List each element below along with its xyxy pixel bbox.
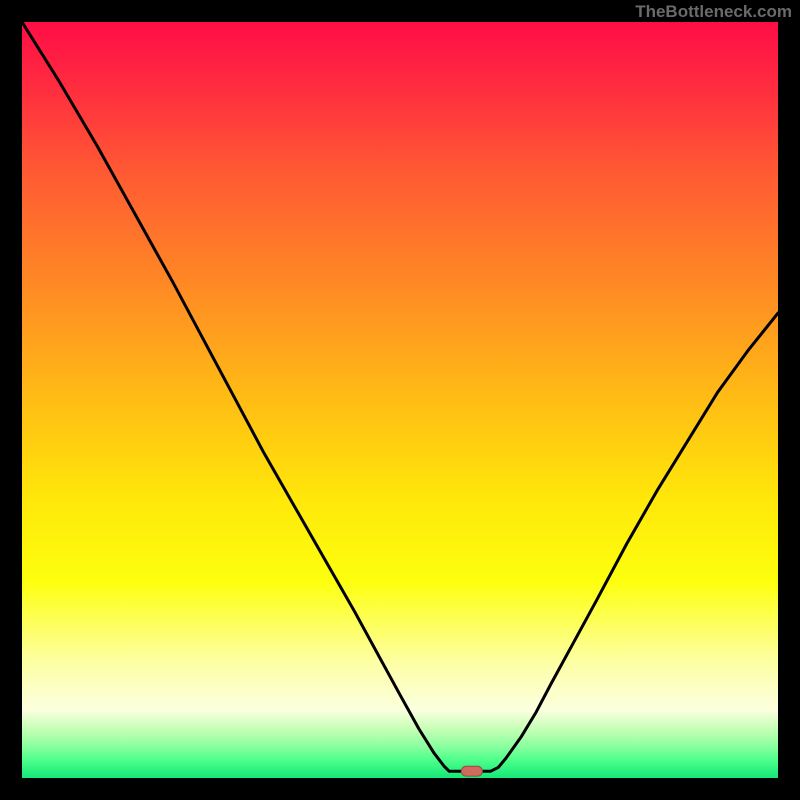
optimal-marker	[461, 766, 482, 776]
chart-frame: TheBottleneck.com	[0, 0, 800, 800]
attribution-label: TheBottleneck.com	[635, 2, 792, 22]
plot-area	[22, 22, 778, 778]
bottleneck-chart	[22, 22, 778, 778]
gradient-background	[22, 22, 778, 778]
